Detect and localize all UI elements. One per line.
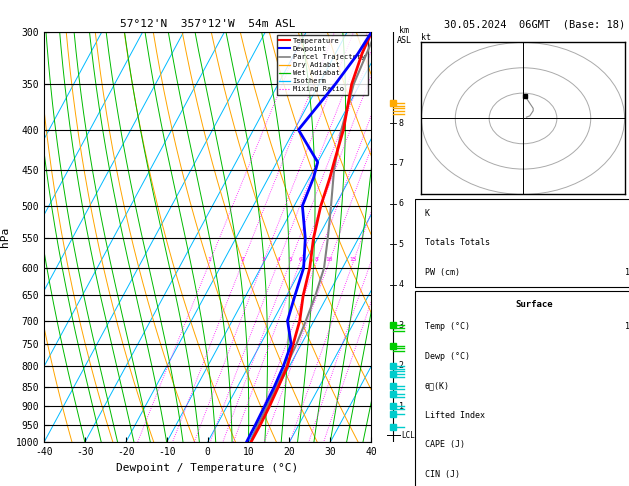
Text: 2: 2 — [241, 257, 245, 262]
X-axis label: Dewpoint / Temperature (°C): Dewpoint / Temperature (°C) — [116, 463, 299, 473]
Y-axis label: hPa: hPa — [0, 227, 10, 247]
Text: 3: 3 — [399, 321, 404, 330]
Text: Lifted Index: Lifted Index — [425, 411, 485, 420]
Text: 2: 2 — [399, 361, 404, 370]
Text: CIN (J): CIN (J) — [425, 470, 460, 479]
Text: CAPE (J): CAPE (J) — [425, 440, 465, 450]
Text: 10: 10 — [325, 257, 333, 262]
Text: 6: 6 — [298, 257, 302, 262]
Bar — [415, 198, 629, 287]
Text: 7: 7 — [399, 159, 404, 168]
Text: kt: kt — [421, 34, 431, 42]
Text: ASL: ASL — [397, 36, 411, 45]
Bar — [415, 291, 629, 486]
Text: 15: 15 — [350, 257, 357, 262]
Text: 5: 5 — [399, 240, 404, 249]
Text: LCL: LCL — [401, 431, 415, 440]
Title: 30.05.2024  06GMT  (Base: 18): 30.05.2024 06GMT (Base: 18) — [444, 19, 625, 30]
Text: 5: 5 — [288, 257, 292, 262]
Text: Surface: Surface — [516, 299, 554, 309]
Title: 57°12'N  357°12'W  54m ASL: 57°12'N 357°12'W 54m ASL — [120, 19, 296, 30]
Text: 1: 1 — [399, 402, 404, 411]
Text: K: K — [425, 209, 430, 218]
Text: 4: 4 — [276, 257, 280, 262]
Text: θᴄ(K): θᴄ(K) — [425, 382, 450, 390]
Legend: Temperature, Dewpoint, Parcel Trajectory, Dry Adiabat, Wet Adiabat, Isotherm, Mi: Temperature, Dewpoint, Parcel Trajectory… — [277, 35, 367, 95]
Text: 8: 8 — [314, 257, 318, 262]
Text: Totals Totals: Totals Totals — [425, 238, 490, 247]
Text: 6: 6 — [399, 199, 404, 208]
Text: 1.69: 1.69 — [625, 268, 629, 277]
Text: Temp (°C): Temp (°C) — [425, 322, 470, 331]
Text: 10.6: 10.6 — [625, 322, 629, 331]
Text: 8: 8 — [399, 119, 404, 127]
Text: Dewp (°C): Dewp (°C) — [425, 352, 470, 361]
Text: PW (cm): PW (cm) — [425, 268, 460, 277]
Text: km: km — [399, 26, 409, 35]
Text: 4: 4 — [399, 280, 404, 289]
Text: 1: 1 — [208, 257, 211, 262]
Text: 3: 3 — [261, 257, 265, 262]
